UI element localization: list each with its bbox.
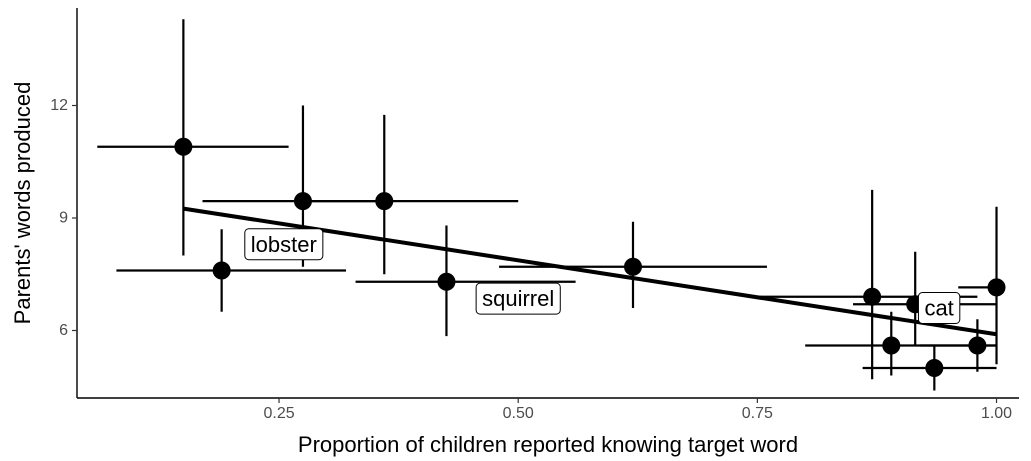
x-tick-label-1: 0.50 — [503, 405, 534, 422]
data-point-5 — [623, 257, 642, 276]
x-tick-label-0: 0.25 — [263, 405, 294, 422]
x-axis-title: Proportion of children reported knowing … — [298, 432, 798, 457]
data-point-3 — [375, 192, 394, 211]
plot-area: lobster squirrel cat — [97, 19, 1006, 391]
axes — [76, 8, 1019, 399]
x-tick-label-2: 0.75 — [742, 405, 773, 422]
y-tick-label-0: 6 — [59, 322, 68, 339]
y-axis-title: Parents' words produced — [10, 82, 35, 325]
data-point-7 — [882, 336, 901, 355]
data-point-11 — [987, 278, 1006, 297]
y-tick-label-2: 12 — [50, 97, 68, 114]
annotation-cat: cat — [917, 292, 961, 324]
data-point-6 — [863, 287, 882, 306]
data-point-1 — [212, 261, 231, 280]
annotation-box-1 — [475, 282, 561, 315]
x-tick-label-3: 1.00 — [981, 405, 1012, 422]
data-point-0 — [174, 137, 193, 156]
annotation-label-1: squirrel — [482, 286, 554, 311]
data-point-9 — [925, 359, 944, 377]
ticks: 0.25 0.50 0.75 1.00 6 9 12 — [50, 97, 1012, 422]
data-point-2 — [293, 192, 312, 211]
annotation-lobster: lobster — [244, 228, 324, 261]
y-tick-label-1: 9 — [59, 210, 68, 227]
data-point-10 — [968, 336, 987, 355]
annotation-squirrel: squirrel — [475, 282, 561, 315]
annotation-box-0 — [244, 228, 324, 261]
annotation-label-2: cat — [924, 296, 953, 321]
annotation-label-0: lobster — [251, 232, 317, 257]
data-point-4 — [437, 272, 456, 291]
annotation-box-2 — [917, 292, 961, 324]
